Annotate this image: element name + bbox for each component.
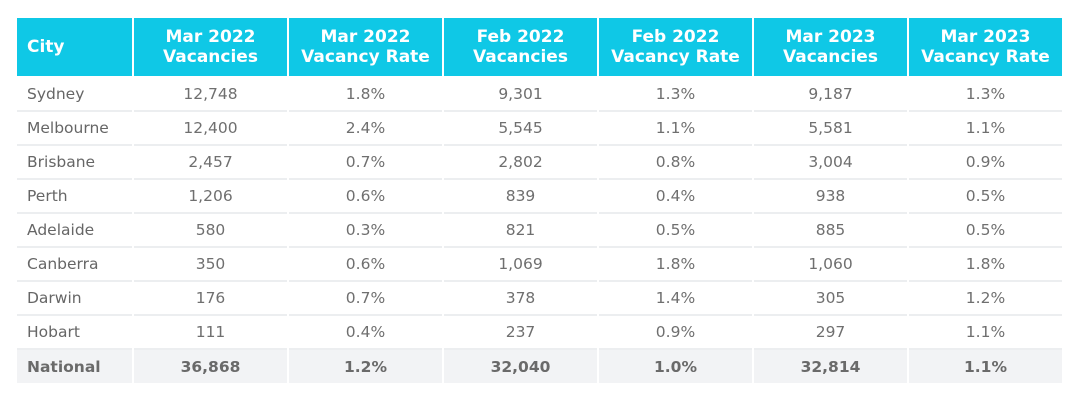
header-line2: Vacancies xyxy=(163,47,258,67)
table-row: Hobart 111 0.4% 237 0.9% 297 1.1% xyxy=(17,316,1062,350)
table-cell: 1.1% xyxy=(909,112,1062,146)
column-header-feb2022-vacancy-rate: Feb 2022 Vacancy Rate xyxy=(599,18,752,78)
city-cell: Canberra xyxy=(17,248,132,282)
total-cell: 32,814 xyxy=(754,350,907,383)
city-cell: Sydney xyxy=(17,78,132,112)
table-cell: 0.6% xyxy=(289,180,442,214)
header-line1: Mar 2023 xyxy=(940,27,1031,47)
table-cell: 305 xyxy=(754,282,907,316)
total-cell: 36,868 xyxy=(134,350,287,383)
table-cell: 1.3% xyxy=(599,78,752,112)
header-line2: Vacancy Rate xyxy=(611,47,740,67)
table-cell: 9,301 xyxy=(444,78,597,112)
table-cell: 821 xyxy=(444,214,597,248)
table-cell: 0.3% xyxy=(289,214,442,248)
city-cell: Hobart xyxy=(17,316,132,350)
table-cell: 839 xyxy=(444,180,597,214)
table-cell: 0.9% xyxy=(909,146,1062,180)
table-cell: 0.7% xyxy=(289,282,442,316)
table-cell: 2,802 xyxy=(444,146,597,180)
table-cell: 378 xyxy=(444,282,597,316)
table-cell: 1,206 xyxy=(134,180,287,214)
table-cell: 297 xyxy=(754,316,907,350)
table-row: Darwin 176 0.7% 378 1.4% 305 1.2% xyxy=(17,282,1062,316)
table-cell: 1.1% xyxy=(909,316,1062,350)
header-line2: Vacancies xyxy=(783,47,878,67)
table-cell: 3,004 xyxy=(754,146,907,180)
table-cell: 350 xyxy=(134,248,287,282)
table-cell: 0.9% xyxy=(599,316,752,350)
header-line1: Feb 2022 xyxy=(476,27,565,47)
table-cell: 1.8% xyxy=(909,248,1062,282)
table-cell: 0.8% xyxy=(599,146,752,180)
table-row: Melbourne 12,400 2.4% 5,545 1.1% 5,581 1… xyxy=(17,112,1062,146)
city-cell: Brisbane xyxy=(17,146,132,180)
table-cell: 0.7% xyxy=(289,146,442,180)
table-cell: 1.4% xyxy=(599,282,752,316)
header-line1: Mar 2022 xyxy=(165,27,256,47)
header-line1: Feb 2022 xyxy=(631,27,720,47)
header-line2: Vacancies xyxy=(473,47,568,67)
table-cell: 1,069 xyxy=(444,248,597,282)
total-cell: 1.0% xyxy=(599,350,752,383)
column-header-mar2022-vacancies: Mar 2022 Vacancies xyxy=(134,18,287,78)
table-body: Sydney 12,748 1.8% 9,301 1.3% 9,187 1.3%… xyxy=(17,78,1062,383)
table-cell: 885 xyxy=(754,214,907,248)
column-header-city: City xyxy=(17,18,132,78)
table-row: Sydney 12,748 1.8% 9,301 1.3% 9,187 1.3% xyxy=(17,78,1062,112)
header-line1: City xyxy=(27,37,65,57)
table-cell: 2.4% xyxy=(289,112,442,146)
header-row: City Mar 2022 Vacancies Mar 2022 Vacancy R… xyxy=(17,18,1062,78)
header-line1: Mar 2022 xyxy=(320,27,411,47)
header-line2: Vacancy Rate xyxy=(301,47,430,67)
national-label: National xyxy=(17,350,132,383)
table-cell: 1.8% xyxy=(599,248,752,282)
table-cell: 5,545 xyxy=(444,112,597,146)
table-cell: 0.4% xyxy=(599,180,752,214)
table-cell: 0.4% xyxy=(289,316,442,350)
column-header-mar2022-vacancy-rate: Mar 2022 Vacancy Rate xyxy=(289,18,442,78)
table-cell: 5,581 xyxy=(754,112,907,146)
table-row: Perth 1,206 0.6% 839 0.4% 938 0.5% xyxy=(17,180,1062,214)
total-cell: 1.1% xyxy=(909,350,1062,383)
city-cell: Perth xyxy=(17,180,132,214)
city-cell: Adelaide xyxy=(17,214,132,248)
total-cell: 32,040 xyxy=(444,350,597,383)
table-cell: 9,187 xyxy=(754,78,907,112)
table-cell: 1.1% xyxy=(599,112,752,146)
table-row: Canberra 350 0.6% 1,069 1.8% 1,060 1.8% xyxy=(17,248,1062,282)
table-cell: 176 xyxy=(134,282,287,316)
table-cell: 12,748 xyxy=(134,78,287,112)
header-line1: Mar 2023 xyxy=(785,27,876,47)
table-cell: 938 xyxy=(754,180,907,214)
table-cell: 0.5% xyxy=(599,214,752,248)
vacancy-table: City Mar 2022 Vacancies Mar 2022 Vacancy R… xyxy=(15,18,1064,383)
table-cell: 111 xyxy=(134,316,287,350)
table-cell: 0.5% xyxy=(909,214,1062,248)
city-cell: Melbourne xyxy=(17,112,132,146)
header-line2: Vacancy Rate xyxy=(921,47,1050,67)
column-header-mar2023-vacancy-rate: Mar 2023 Vacancy Rate xyxy=(909,18,1062,78)
table-row: Adelaide 580 0.3% 821 0.5% 885 0.5% xyxy=(17,214,1062,248)
table-cell: 0.6% xyxy=(289,248,442,282)
column-header-feb2022-vacancies: Feb 2022 Vacancies xyxy=(444,18,597,78)
column-header-mar2023-vacancies: Mar 2023 Vacancies xyxy=(754,18,907,78)
vacancy-table-container: City Mar 2022 Vacancies Mar 2022 Vacancy R… xyxy=(17,18,1063,383)
table-cell: 1,060 xyxy=(754,248,907,282)
table-cell: 237 xyxy=(444,316,597,350)
national-total-row: National 36,868 1.2% 32,040 1.0% 32,814 … xyxy=(17,350,1062,383)
table-cell: 1.8% xyxy=(289,78,442,112)
table-header: City Mar 2022 Vacancies Mar 2022 Vacancy R… xyxy=(17,18,1062,78)
table-cell: 0.5% xyxy=(909,180,1062,214)
table-cell: 1.3% xyxy=(909,78,1062,112)
table-cell: 12,400 xyxy=(134,112,287,146)
total-cell: 1.2% xyxy=(289,350,442,383)
table-row: Brisbane 2,457 0.7% 2,802 0.8% 3,004 0.9… xyxy=(17,146,1062,180)
table-cell: 1.2% xyxy=(909,282,1062,316)
table-cell: 2,457 xyxy=(134,146,287,180)
city-cell: Darwin xyxy=(17,282,132,316)
table-cell: 580 xyxy=(134,214,287,248)
